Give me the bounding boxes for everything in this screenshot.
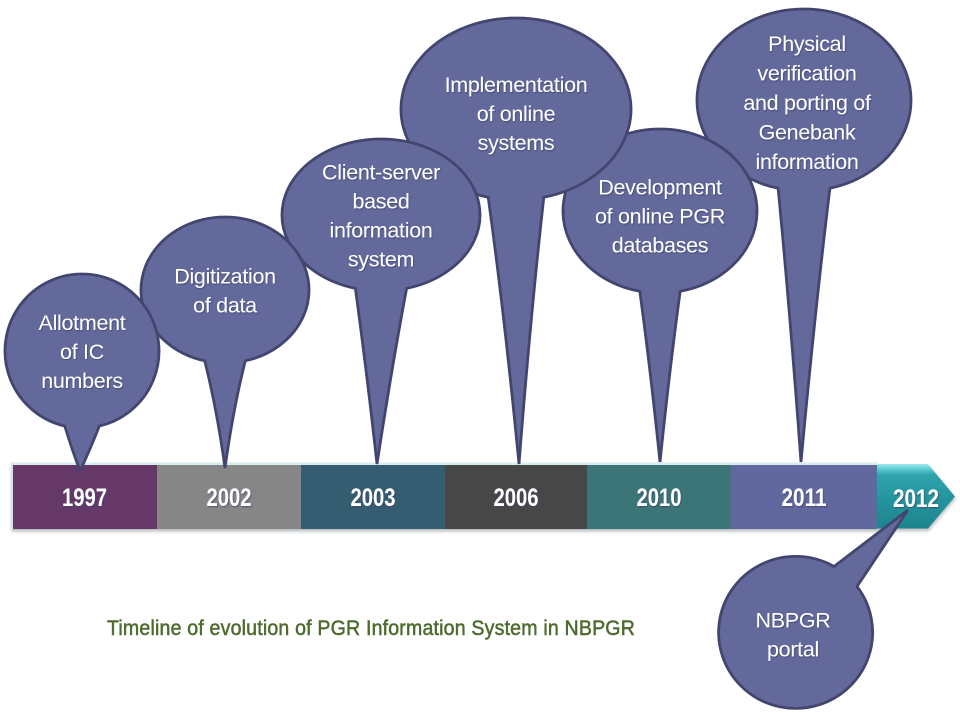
- svg-text:2010: 2010: [637, 484, 682, 512]
- svg-text:of data: of data: [193, 294, 257, 318]
- svg-text:2011: 2011: [782, 484, 827, 512]
- svg-text:Digitization: Digitization: [174, 265, 276, 289]
- svg-text:of online: of online: [477, 102, 556, 126]
- svg-text:of IC: of IC: [60, 340, 104, 364]
- svg-text:of online PGR: of online PGR: [595, 205, 725, 229]
- svg-text:1997: 1997: [62, 484, 107, 512]
- svg-text:Genebank: Genebank: [759, 121, 856, 145]
- svg-text:information: information: [329, 219, 432, 243]
- svg-text:systems: systems: [478, 131, 555, 155]
- svg-text:2002: 2002: [207, 484, 252, 512]
- svg-text:portal: portal: [767, 638, 819, 662]
- svg-text:Timeline of evolution of PGR I: Timeline of evolution of PGR Information…: [107, 617, 635, 640]
- svg-text:Implementation: Implementation: [445, 73, 588, 97]
- svg-text:databases: databases: [612, 234, 709, 258]
- svg-text:2006: 2006: [494, 484, 539, 512]
- svg-text:system: system: [348, 248, 414, 272]
- svg-text:Development: Development: [598, 176, 722, 200]
- svg-text:information: information: [755, 150, 858, 174]
- svg-text:Allotment: Allotment: [39, 311, 126, 335]
- svg-text:verification: verification: [757, 62, 856, 86]
- svg-text:NBPGR: NBPGR: [756, 609, 831, 633]
- svg-text:2003: 2003: [351, 484, 396, 512]
- svg-text:based: based: [352, 190, 409, 214]
- svg-text:Physical: Physical: [768, 32, 846, 56]
- svg-text:Client-server: Client-server: [322, 161, 440, 185]
- svg-text:2012: 2012: [893, 485, 939, 513]
- svg-text:and porting of: and porting of: [743, 91, 871, 115]
- svg-text:numbers: numbers: [41, 369, 123, 393]
